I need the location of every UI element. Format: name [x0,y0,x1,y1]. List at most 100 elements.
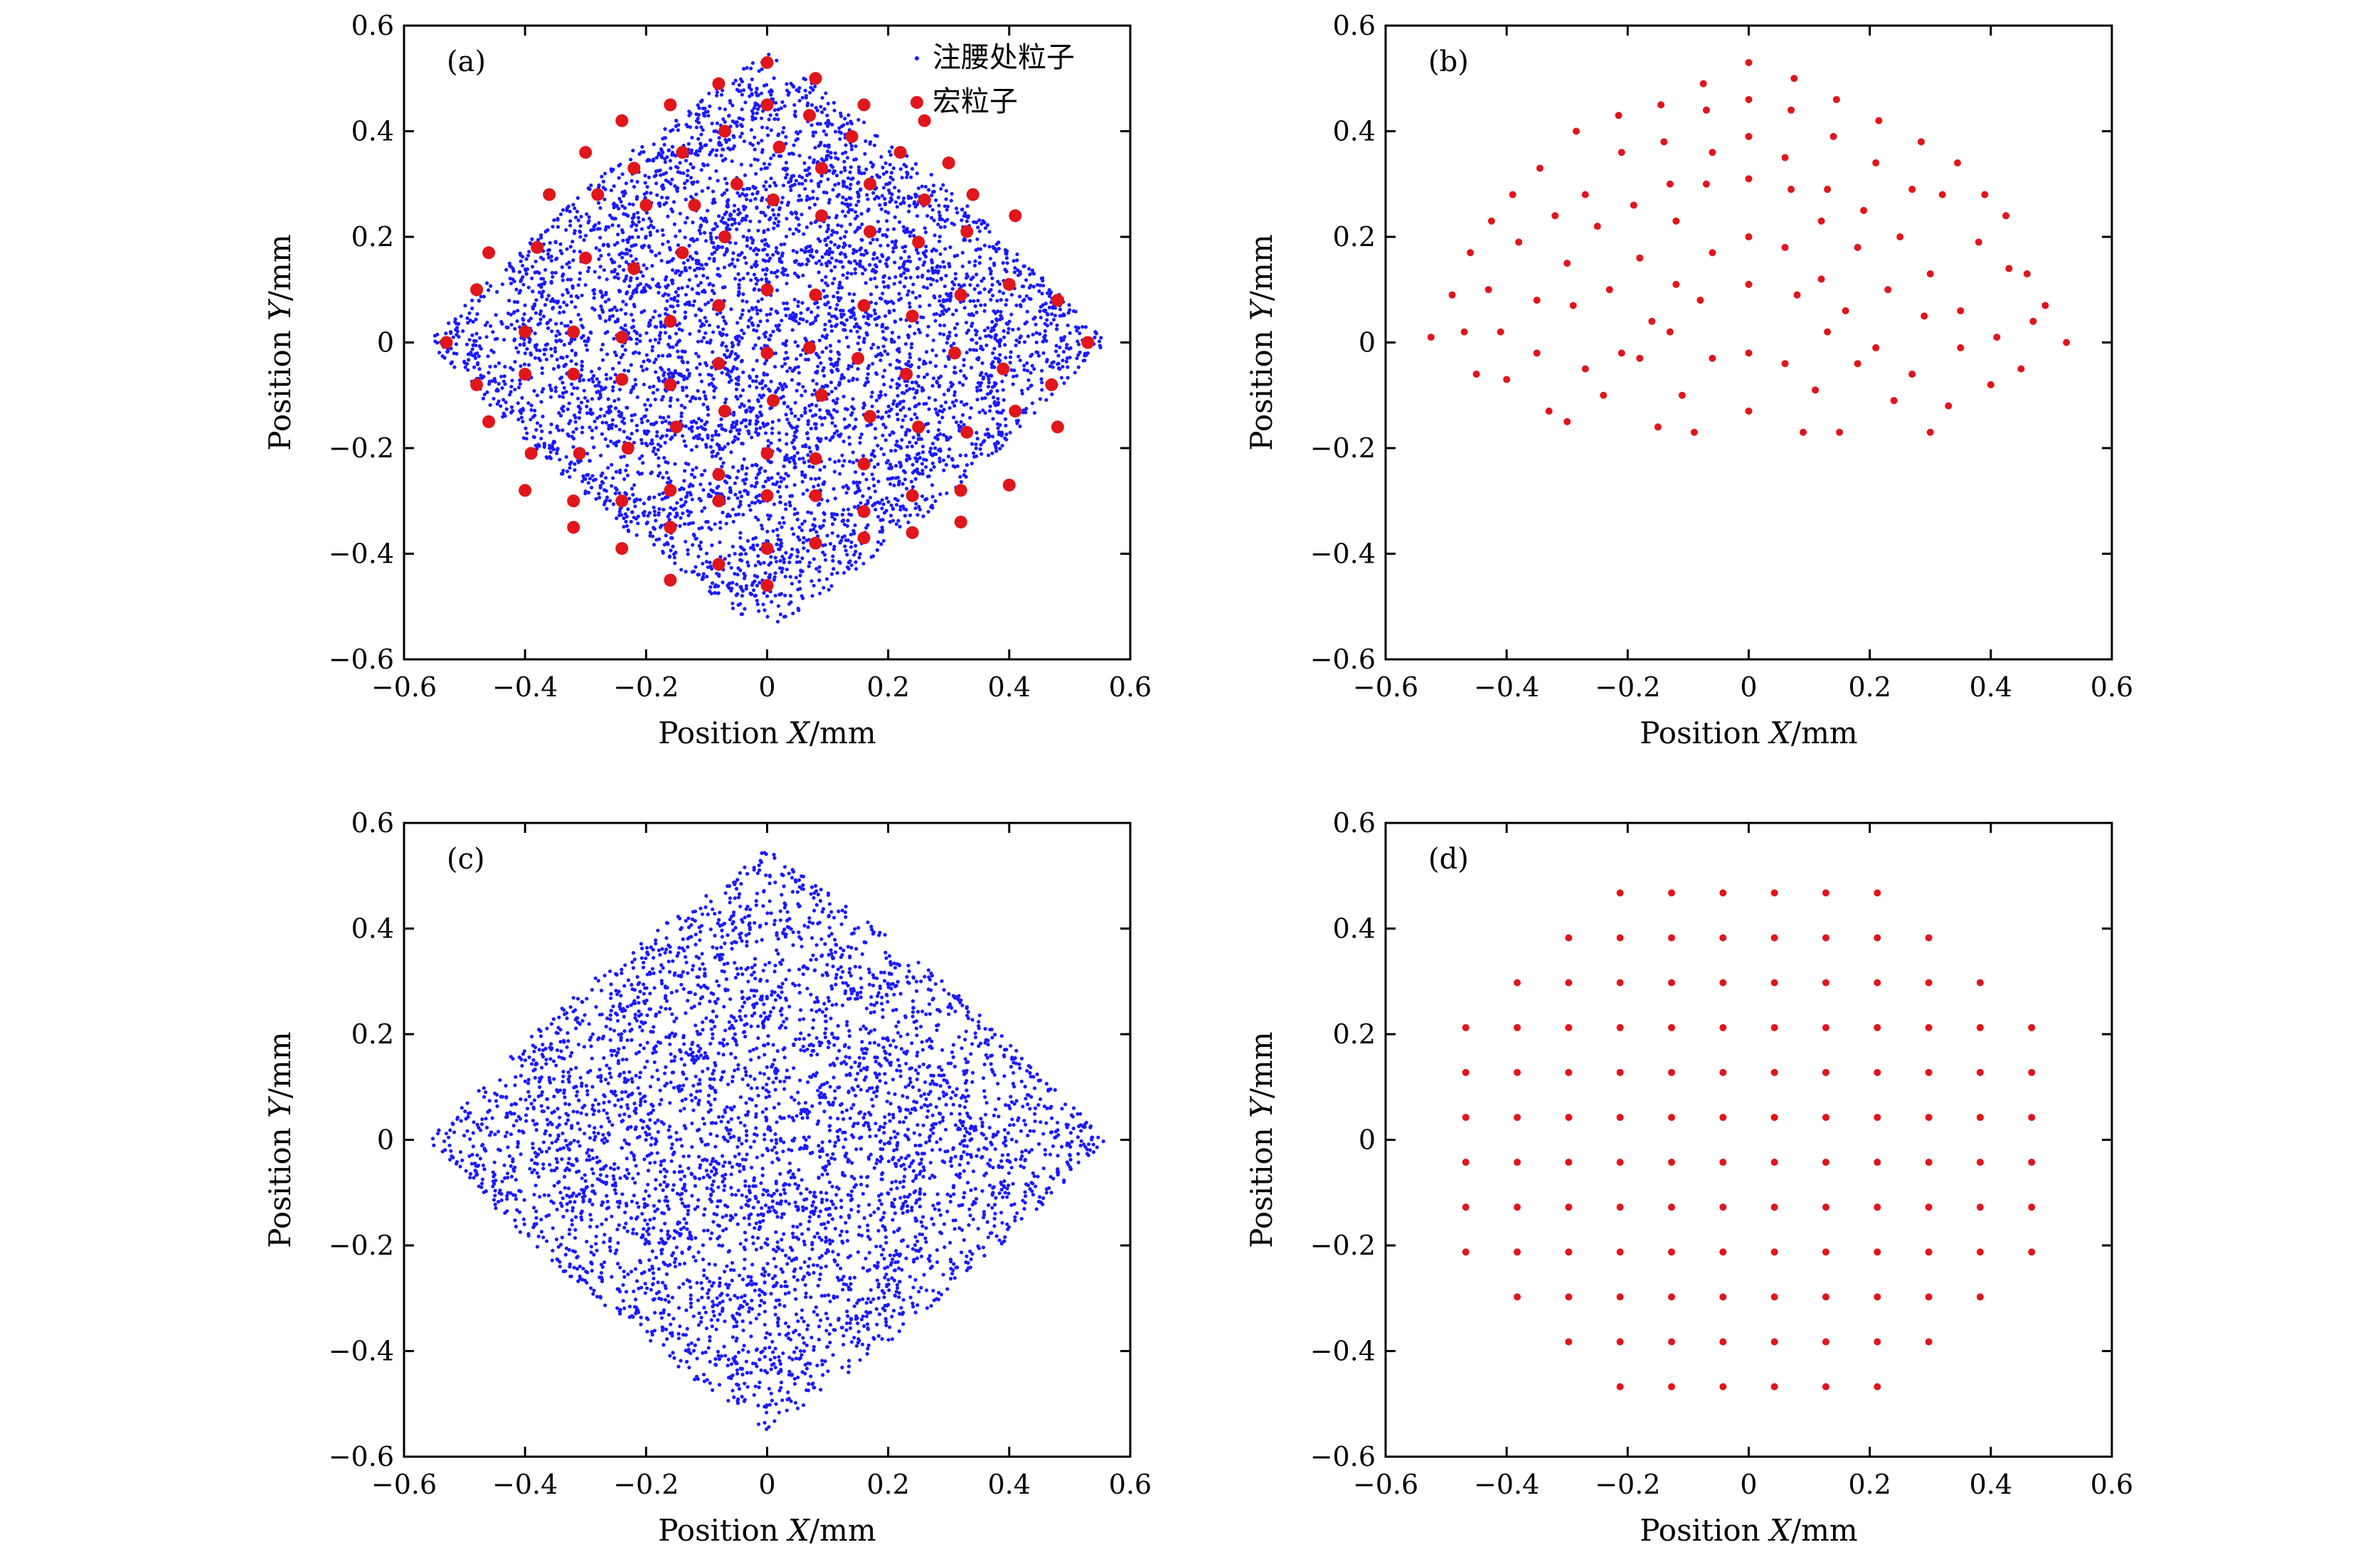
waist-particle-point [834,174,839,178]
waist-particle-point [833,496,837,501]
waist-particle-point [858,435,862,440]
waist-particle-point [756,248,761,253]
waist-particle-point [911,282,915,287]
waist-particle-point [670,372,674,376]
waist-particle-point [812,527,816,531]
waist-particle-point [876,540,881,544]
waist-particle-point [751,406,755,410]
waist-particle-point [812,583,816,588]
waist-particle-point [858,347,862,352]
waist-particle-point [731,257,735,262]
waist-particle-point [936,427,941,432]
waist-particle-point [957,282,961,287]
waist-particle-point [598,395,602,399]
waist-particle-point [625,514,629,519]
waist-particle-point [780,541,784,546]
waist-particle-point [920,184,924,188]
waist-particle-point [590,474,595,478]
waist-particle-point [813,523,817,528]
waist-particle-point [761,484,765,489]
waist-particle-point [772,213,776,217]
waist-particle-point [944,197,948,201]
waist-particle-point [895,382,899,386]
waist-particle-point [849,272,854,276]
waist-particle-point [638,339,642,344]
waist-particle-point [610,223,615,228]
waist-particle-point [437,351,442,355]
waist-particle-point [986,385,991,389]
waist-particle-point [766,228,770,232]
waist-particle-point [931,338,935,343]
waist-particle-point [600,342,605,346]
waist-particle-point [445,350,450,354]
waist-particle-point [940,410,945,414]
waist-particle-point [881,233,885,238]
waist-particle-point [708,341,712,345]
waist-particle-point [573,468,577,472]
waist-particle-point [603,319,608,323]
waist-particle-point [827,312,832,316]
waist-particle-point [721,341,725,345]
waist-particle-point [827,216,831,220]
waist-particle-point [826,223,830,228]
waist-particle-point [883,314,888,318]
waist-particle-point [814,567,819,571]
waist-particle-point [696,354,701,358]
waist-particle-point [749,163,753,168]
waist-particle-point [849,182,853,187]
waist-particle-point [685,491,690,495]
waist-particle-point [921,388,925,392]
waist-particle-point [667,245,672,250]
waist-particle-point [733,78,738,83]
waist-particle-point [676,381,680,385]
waist-particle-point [585,348,590,352]
waist-particle-point [785,432,789,437]
waist-particle-point [708,482,712,486]
waist-particle-point [493,380,498,384]
waist-particle-point [890,339,894,343]
waist-particle-point [573,305,578,309]
waist-particle-point [841,245,846,249]
waist-particle-point [852,324,857,329]
waist-particle-point [789,188,793,193]
waist-particle-point [687,277,691,282]
waist-particle-point [814,477,818,482]
waist-particle-point [797,321,801,326]
waist-particle-point [776,604,780,608]
waist-particle-point [974,310,979,314]
waist-particle-point [664,419,668,423]
waist-particle-point [999,314,1004,319]
waist-particle-point [617,196,622,201]
waist-particle-point [694,465,698,470]
waist-particle-point [703,216,708,220]
waist-particle-point [782,521,786,525]
waist-particle-point [475,312,479,317]
waist-particle-point [868,142,872,146]
waist-particle-point [732,218,737,222]
waist-particle-point [595,416,600,420]
waist-particle-point [1073,325,1078,329]
waist-particle-point [684,386,689,390]
waist-particle-point [553,240,558,244]
waist-particle-point [651,315,655,319]
waist-particle-point [951,312,955,317]
waist-particle-point [822,553,827,557]
waist-particle-point [754,430,758,435]
waist-particle-point [682,374,686,378]
waist-particle-point [743,552,748,556]
y-tick-label: −0.4 [329,538,394,570]
waist-particle-point [809,249,814,254]
waist-particle-point [674,234,678,238]
waist-particle-point [928,446,933,451]
waist-particle-point [803,473,807,477]
waist-particle-point [735,419,739,423]
waist-particle-point [1018,424,1022,429]
waist-particle-point [945,341,949,345]
waist-particle-point [640,420,644,425]
waist-particle-point [631,291,635,295]
waist-particle-point [882,511,887,515]
waist-particle-point [686,514,691,518]
waist-particle-point [585,269,590,274]
waist-particle-point [606,243,610,247]
waist-particle-point [771,329,775,334]
